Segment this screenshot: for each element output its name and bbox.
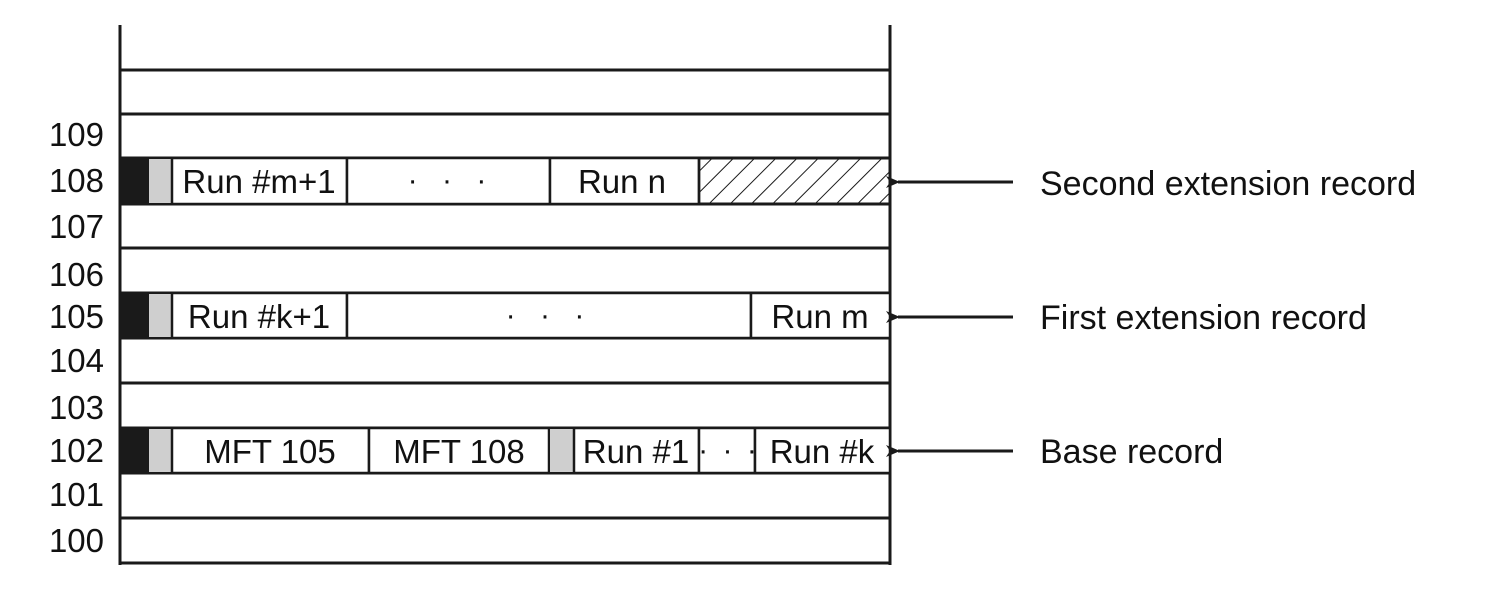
row-number-103: 103: [49, 389, 104, 426]
record-labels: Second extension record First extension …: [886, 165, 1416, 471]
attribute-header: [147, 427, 173, 474]
first-extension-record-label: First extension record: [1040, 299, 1367, 337]
row-number-108: 108: [49, 162, 104, 199]
row-number-101: 101: [49, 476, 104, 513]
attribute-header: [548, 427, 575, 474]
first-extension-record: Run #k+1 · · · Run m: [120, 291, 892, 340]
run-m-plus-1-label: Run #m+1: [182, 163, 335, 200]
row-number-109: 109: [49, 116, 104, 153]
run-k-label: Run #k: [770, 433, 875, 470]
run-cell: [749, 291, 892, 340]
attribute-header: [147, 292, 173, 339]
attribute-header: [147, 157, 173, 205]
mft-pointer-cell: [367, 426, 551, 475]
row-number-102: 102: [49, 432, 104, 469]
row-number-105: 105: [49, 298, 104, 335]
second-extension-record-label: Second extension record: [1040, 165, 1416, 203]
record-header-block: [120, 428, 148, 473]
ellipsis-label: · · ·: [698, 434, 760, 467]
base-record: MFT 105 MFT 108 Run #1 · · · Run #k: [120, 426, 892, 475]
base-record-label: Base record: [1040, 433, 1223, 471]
run-cell: [753, 426, 892, 475]
mft-105-label: MFT 105: [204, 433, 335, 470]
row-number-100: 100: [49, 522, 104, 559]
run-m-label: Run m: [771, 298, 868, 335]
run-k-plus-1-label: Run #k+1: [188, 298, 330, 335]
ellipsis-label: · · ·: [408, 164, 495, 197]
run-1-label: Run #1: [583, 433, 689, 470]
record-header-block: [120, 293, 148, 338]
row-numbers: 109 108 107 106 105 104 103 102 101 100: [49, 116, 104, 559]
record-header-block: [120, 158, 148, 204]
ellipsis-label: · · ·: [506, 299, 593, 332]
unused-space: [697, 156, 892, 206]
row-number-104: 104: [49, 342, 104, 379]
second-extension-record: Run #m+1 · · · Run n: [120, 156, 892, 206]
mft-pointer-cell: [170, 426, 371, 475]
mft-108-label: MFT 108: [393, 433, 524, 470]
row-number-106: 106: [49, 256, 104, 293]
row-number-107: 107: [49, 208, 104, 245]
run-n-label: Run n: [578, 163, 666, 200]
